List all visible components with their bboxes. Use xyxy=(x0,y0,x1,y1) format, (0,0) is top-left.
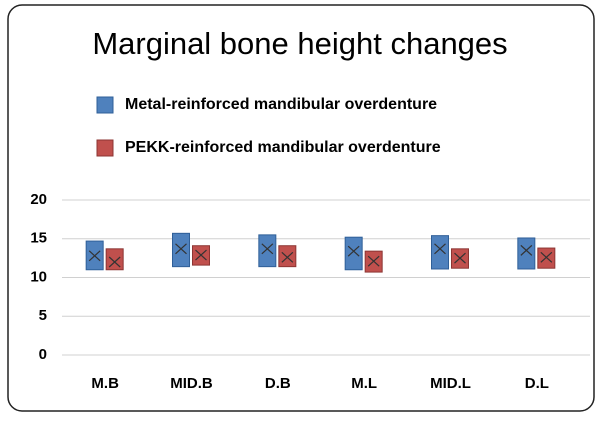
y-tick-label: 0 xyxy=(39,346,47,363)
frame xyxy=(7,4,595,412)
mean-marker xyxy=(108,256,121,268)
x-tick-label: MID.B xyxy=(170,375,213,392)
box xyxy=(517,237,536,270)
mean-marker xyxy=(454,252,466,264)
x-tick-label: M.L xyxy=(351,375,377,392)
box xyxy=(278,245,297,268)
mean-marker xyxy=(347,245,360,257)
x-tick-label: D.B xyxy=(265,375,291,392)
x-tick-label: D.L xyxy=(525,375,549,392)
y-tick-label: 20 xyxy=(30,191,47,208)
mean-marker xyxy=(281,251,294,263)
y-tick-label: 5 xyxy=(39,307,47,324)
mean-marker xyxy=(540,251,553,263)
chart-title: Marginal bone height changes xyxy=(92,26,507,61)
box xyxy=(105,248,124,271)
box xyxy=(431,235,449,270)
mean-marker xyxy=(520,244,533,256)
x-tick-label: M.B xyxy=(91,375,119,392)
legend-swatch xyxy=(96,96,114,114)
mean-marker xyxy=(195,249,207,261)
legend-label: Metal-reinforced mandibular overdenture xyxy=(125,96,437,113)
box xyxy=(344,236,363,271)
mean-marker xyxy=(261,243,274,255)
y-tick-label: 15 xyxy=(30,230,47,247)
legend-label: PEKK-reinforced mandibular overdenture xyxy=(125,139,441,156)
x-tick-label: MID.L xyxy=(430,375,471,392)
legend-swatch xyxy=(96,139,114,157)
mean-marker xyxy=(88,250,101,262)
box xyxy=(258,234,277,268)
mean-marker xyxy=(434,243,446,255)
mean-marker xyxy=(175,243,187,255)
y-tick-label: 10 xyxy=(30,268,47,285)
mean-marker xyxy=(367,255,380,267)
box xyxy=(172,232,190,268)
